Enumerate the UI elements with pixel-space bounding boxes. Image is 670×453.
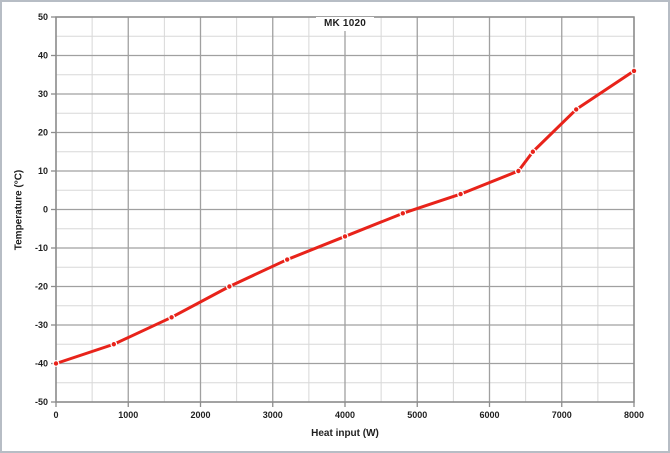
data-point-marker <box>515 167 522 175</box>
x-tick-label: 3000 <box>263 410 283 420</box>
data-point-marker <box>457 190 465 198</box>
data-point-marker <box>341 233 349 240</box>
y-tick-label: 0 <box>43 205 48 215</box>
data-point-marker <box>283 256 291 263</box>
y-axis-title: Temperature (°C) <box>13 169 25 251</box>
y-tick-label: -10 <box>35 243 48 253</box>
data-point-marker <box>529 148 537 156</box>
x-tick-label: 2000 <box>190 410 210 420</box>
y-tick-label: -30 <box>35 320 48 330</box>
x-tick-label: 8000 <box>624 410 644 420</box>
data-point-marker <box>225 283 233 290</box>
x-tick-label: 0 <box>53 410 58 420</box>
x-tick-label: 5000 <box>407 410 427 420</box>
data-point-marker <box>630 67 638 75</box>
y-tick-label: 20 <box>38 128 48 138</box>
y-tick-label: 50 <box>38 12 48 22</box>
y-tick-label: -20 <box>35 282 48 292</box>
data-point-marker <box>399 209 407 217</box>
data-point-marker <box>52 360 60 367</box>
data-point-marker <box>168 313 176 321</box>
x-tick-label: 1000 <box>118 410 138 420</box>
x-tick-label: 7000 <box>552 410 572 420</box>
x-tick-label: 6000 <box>479 410 499 420</box>
y-tick-label: 40 <box>38 51 48 61</box>
y-tick-label: 10 <box>38 166 48 176</box>
y-tick-label: -50 <box>35 397 48 407</box>
data-point-marker <box>572 105 580 113</box>
series-line <box>54 69 636 365</box>
y-tick-label: 30 <box>38 89 48 99</box>
data-point-marker <box>110 340 118 348</box>
x-axis-title: Heat input (W) <box>311 428 379 439</box>
y-tick-label: -40 <box>35 359 48 369</box>
x-tick-label: 4000 <box>335 410 355 420</box>
